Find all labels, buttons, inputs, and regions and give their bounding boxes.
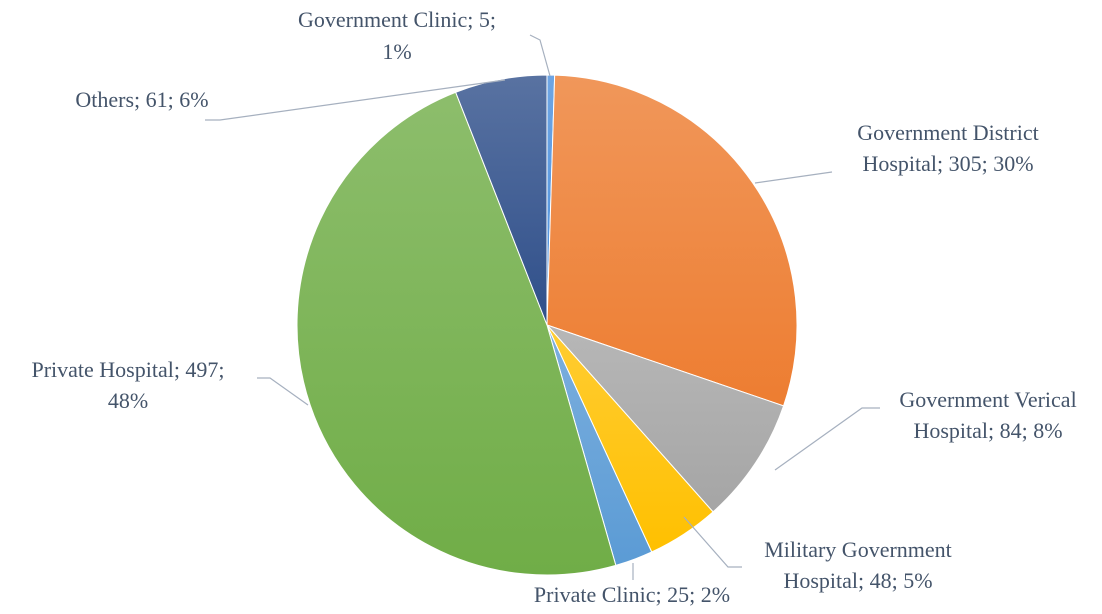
data-label: Military Government	[764, 537, 952, 562]
pie-slice	[455, 74, 548, 326]
leader-line	[754, 171, 833, 184]
leader-line	[774, 407, 880, 471]
data-label: Hospital; 305; 30%	[862, 151, 1033, 176]
data-label: Hospital; 84; 8%	[913, 418, 1062, 443]
pie-slice	[545, 323, 785, 513]
data-label: Hospital; 48; 5%	[783, 568, 932, 593]
data-label: 1%	[382, 39, 411, 64]
leader-line	[257, 377, 309, 406]
leader-line	[683, 516, 742, 568]
data-label: Private Hospital; 497;	[31, 357, 224, 382]
data-label: Government District	[857, 120, 1038, 145]
leader-line	[205, 79, 506, 121]
data-label: Government Verical	[899, 387, 1076, 412]
data-label: 48%	[108, 388, 148, 413]
data-label: Government Clinic; 5;	[298, 7, 496, 32]
data-label: Private Clinic; 25; 2%	[534, 582, 730, 607]
leader-line	[529, 34, 551, 77]
pie-slice	[546, 74, 798, 407]
pie-slice	[296, 91, 617, 576]
data-label: Others; 61; 6%	[75, 87, 208, 112]
